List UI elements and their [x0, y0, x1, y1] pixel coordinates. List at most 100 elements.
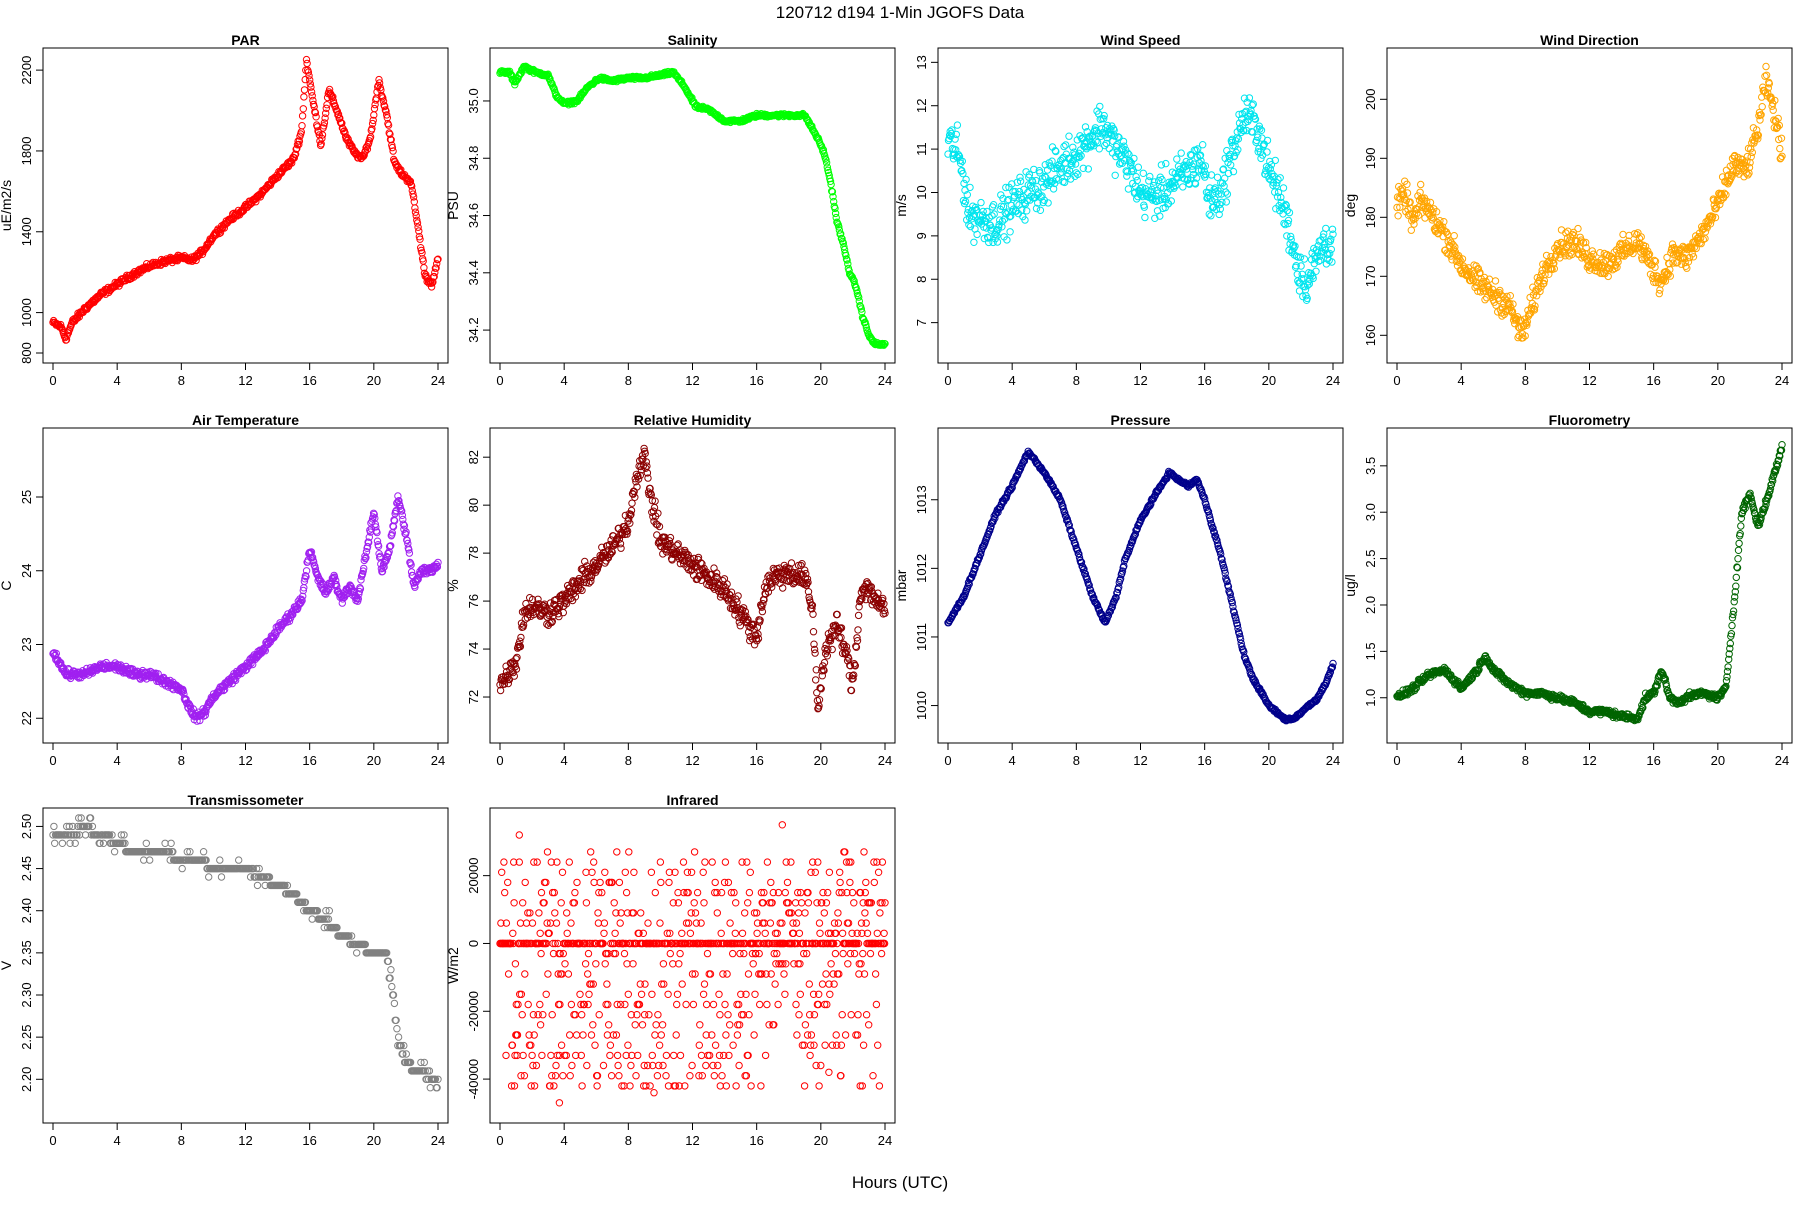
- y-tick-label: 25: [19, 490, 34, 504]
- x-tick-label: 16: [1646, 373, 1660, 388]
- data-point: [978, 199, 984, 205]
- y-tick-label: 1400: [19, 217, 34, 246]
- y-tick-label: 10: [914, 185, 929, 199]
- data-point: [1178, 150, 1184, 156]
- figure-title: 120712 d194 1-Min JGOFS Data: [776, 3, 1025, 22]
- y-axis-label: mbar: [893, 569, 909, 601]
- data-point: [301, 94, 307, 100]
- panel-air-temperature: Air Temperature0481216202422232425C: [0, 412, 448, 768]
- x-tick-label: 8: [178, 373, 185, 388]
- x-tick-label: 24: [1326, 373, 1340, 388]
- y-axis-label: %: [445, 579, 461, 591]
- x-tick-label: 4: [1458, 753, 1465, 768]
- y-axis-label: ug/l: [1342, 574, 1358, 597]
- x-tick-label: 20: [1262, 373, 1276, 388]
- panel-title: PAR: [231, 32, 260, 48]
- data-points: [945, 448, 1336, 724]
- x-tick-label: 12: [238, 753, 252, 768]
- y-tick-label: 12: [914, 98, 929, 112]
- data-point: [1223, 199, 1229, 205]
- data-point: [1684, 265, 1690, 271]
- data-point: [813, 677, 819, 683]
- y-tick-label: 1010: [914, 691, 929, 720]
- y-axis-label: PSU: [445, 191, 461, 220]
- y-tick-label: 13: [914, 55, 929, 69]
- x-tick-label: 0: [496, 753, 503, 768]
- x-tick-label: 0: [1393, 753, 1400, 768]
- panel-title: Pressure: [1111, 412, 1171, 428]
- x-tick-label: 12: [238, 373, 252, 388]
- x-tick-label: 16: [1197, 373, 1211, 388]
- data-point: [1206, 211, 1212, 217]
- x-tick-label: 4: [1458, 373, 1465, 388]
- data-point: [299, 123, 305, 129]
- data-point: [301, 87, 307, 93]
- x-tick-label: 8: [1522, 753, 1529, 768]
- data-point: [971, 239, 977, 245]
- y-tick-label: 11: [914, 142, 929, 156]
- plot-frame: [938, 428, 1343, 743]
- data-points: [497, 63, 888, 348]
- panel-title: Salinity: [668, 32, 718, 48]
- data-point: [1748, 154, 1754, 160]
- data-point: [300, 106, 306, 112]
- data-point: [1328, 246, 1334, 252]
- data-point: [1061, 143, 1067, 149]
- x-tick-label: 20: [1711, 753, 1725, 768]
- x-tick-label: 4: [561, 373, 568, 388]
- panel-title: Fluorometry: [1549, 412, 1631, 428]
- x-tick-label: 20: [1711, 373, 1725, 388]
- data-point: [962, 198, 968, 204]
- data-point: [1147, 173, 1153, 179]
- x-tick-label: 24: [878, 753, 892, 768]
- data-point: [304, 60, 310, 66]
- x-tick-label: 12: [1133, 373, 1147, 388]
- y-tick-label: 76: [466, 594, 481, 608]
- x-tick-label: 4: [561, 753, 568, 768]
- y-tick-label: 3.0: [1363, 503, 1378, 521]
- x-tick-label: 0: [49, 373, 56, 388]
- y-tick-label: 1013: [914, 485, 929, 514]
- x-tick-label: 24: [1775, 373, 1789, 388]
- y-axis-label: C: [0, 580, 14, 590]
- data-point: [1763, 63, 1769, 69]
- x-tick-label: 0: [944, 753, 951, 768]
- plot-frame: [490, 428, 895, 743]
- x-tick-label: 8: [625, 753, 632, 768]
- y-tick-label: 7: [914, 319, 929, 326]
- data-point: [1158, 162, 1164, 168]
- y-tick-label: 160: [1363, 324, 1378, 346]
- data-point: [1575, 225, 1581, 231]
- x-tick-label: 24: [878, 373, 892, 388]
- panel-title: Wind Direction: [1540, 32, 1639, 48]
- data-point: [1140, 170, 1146, 176]
- x-tick-label: 12: [685, 753, 699, 768]
- data-point: [1112, 172, 1118, 178]
- x-tick-label: 20: [367, 753, 381, 768]
- x-tick-label: 4: [1009, 753, 1016, 768]
- data-point: [954, 122, 960, 128]
- x-tick-label: 12: [1582, 753, 1596, 768]
- x-tick-label: 24: [1775, 753, 1789, 768]
- x-tick-label: 0: [1393, 373, 1400, 388]
- data-point: [1125, 186, 1131, 192]
- data-point: [1135, 164, 1141, 170]
- data-points: [50, 493, 441, 725]
- data-point: [1418, 181, 1424, 187]
- plot-frame: [1387, 48, 1792, 363]
- data-point: [1280, 185, 1286, 191]
- x-tick-label: 12: [1133, 753, 1147, 768]
- x-tick-label: 0: [49, 753, 56, 768]
- data-point: [855, 612, 861, 618]
- y-tick-label: 200: [1363, 88, 1378, 110]
- y-tick-label: 170: [1363, 265, 1378, 287]
- data-point: [967, 184, 973, 190]
- data-point: [959, 158, 965, 164]
- y-tick-label: 1011: [914, 623, 929, 651]
- data-point: [1224, 191, 1230, 197]
- y-tick-label: 1.5: [1363, 642, 1378, 660]
